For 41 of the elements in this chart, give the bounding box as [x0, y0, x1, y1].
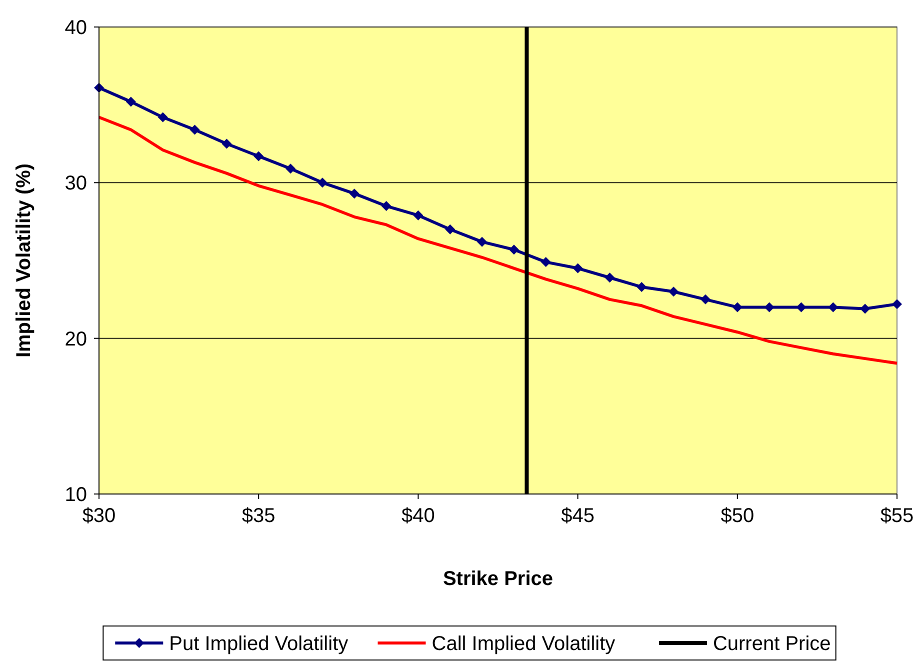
point	[222, 138, 232, 149]
y-axis-title: Implied Volatility (%)	[13, 163, 35, 358]
point	[508, 244, 519, 255]
point	[700, 294, 710, 304]
point	[286, 164, 296, 174]
x-axis-title: Strike Price	[442, 568, 554, 590]
x-tick-label: $40	[402, 505, 435, 527]
point	[540, 257, 551, 268]
point	[668, 286, 679, 297]
line-series	[98, 116, 898, 365]
point	[349, 188, 360, 199]
point	[860, 304, 870, 314]
y-tick-label: 40	[64, 17, 87, 39]
point	[796, 302, 806, 312]
point	[317, 178, 328, 188]
point	[892, 299, 902, 310]
x-tick-label: $35	[242, 505, 276, 527]
point	[445, 224, 456, 234]
point	[604, 272, 615, 283]
point	[126, 96, 136, 107]
point	[732, 302, 742, 312]
point	[572, 263, 583, 274]
point	[828, 302, 838, 312]
point	[254, 151, 264, 162]
legend-label: Put Implied Volatility	[169, 633, 348, 655]
y-tick-label: 10	[64, 484, 87, 506]
x-tick-label: $30	[82, 505, 116, 527]
y-tick-label: 30	[64, 172, 87, 195]
point	[413, 210, 424, 220]
x-tick-label: $50	[720, 505, 754, 527]
legend-label: Current Price	[712, 633, 831, 655]
x-tick-label: $45	[561, 505, 594, 527]
point	[381, 201, 392, 212]
point	[190, 124, 200, 135]
point	[158, 112, 168, 122]
y-tick-label: 20	[64, 328, 87, 350]
point	[636, 282, 647, 292]
x-tick-label: $55	[880, 505, 914, 527]
legend-label: Call Implied Volatility	[432, 633, 616, 655]
point	[764, 302, 774, 312]
point	[477, 236, 488, 247]
